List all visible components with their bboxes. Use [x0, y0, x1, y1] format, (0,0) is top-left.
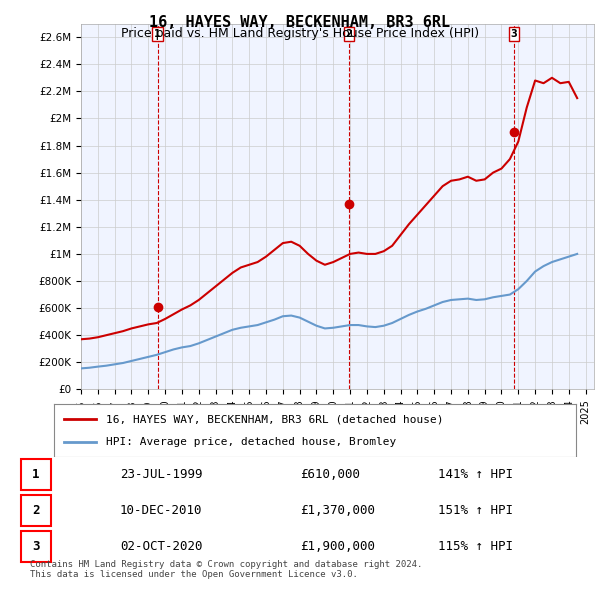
Text: 1: 1 — [32, 468, 40, 481]
Text: 16, HAYES WAY, BECKENHAM, BR3 6RL (detached house): 16, HAYES WAY, BECKENHAM, BR3 6RL (detac… — [106, 414, 444, 424]
Text: £1,900,000: £1,900,000 — [300, 540, 375, 553]
Text: Contains HM Land Registry data © Crown copyright and database right 2024.
This d: Contains HM Land Registry data © Crown c… — [30, 560, 422, 579]
Text: HPI: Average price, detached house, Bromley: HPI: Average price, detached house, Brom… — [106, 437, 397, 447]
Text: 02-OCT-2020: 02-OCT-2020 — [120, 540, 203, 553]
Text: 3: 3 — [32, 540, 40, 553]
Text: 2: 2 — [32, 504, 40, 517]
Text: 3: 3 — [511, 29, 517, 39]
Text: 151% ↑ HPI: 151% ↑ HPI — [438, 504, 513, 517]
Text: 16, HAYES WAY, BECKENHAM, BR3 6RL: 16, HAYES WAY, BECKENHAM, BR3 6RL — [149, 15, 451, 30]
Text: 10-DEC-2010: 10-DEC-2010 — [120, 504, 203, 517]
Text: Price paid vs. HM Land Registry's House Price Index (HPI): Price paid vs. HM Land Registry's House … — [121, 27, 479, 40]
Text: 23-JUL-1999: 23-JUL-1999 — [120, 468, 203, 481]
Text: 115% ↑ HPI: 115% ↑ HPI — [438, 540, 513, 553]
Text: £610,000: £610,000 — [300, 468, 360, 481]
FancyBboxPatch shape — [21, 460, 51, 490]
Text: £1,370,000: £1,370,000 — [300, 504, 375, 517]
FancyBboxPatch shape — [21, 496, 51, 526]
Text: 1: 1 — [154, 29, 161, 39]
Text: 141% ↑ HPI: 141% ↑ HPI — [438, 468, 513, 481]
Text: 2: 2 — [346, 29, 352, 39]
FancyBboxPatch shape — [21, 532, 51, 562]
